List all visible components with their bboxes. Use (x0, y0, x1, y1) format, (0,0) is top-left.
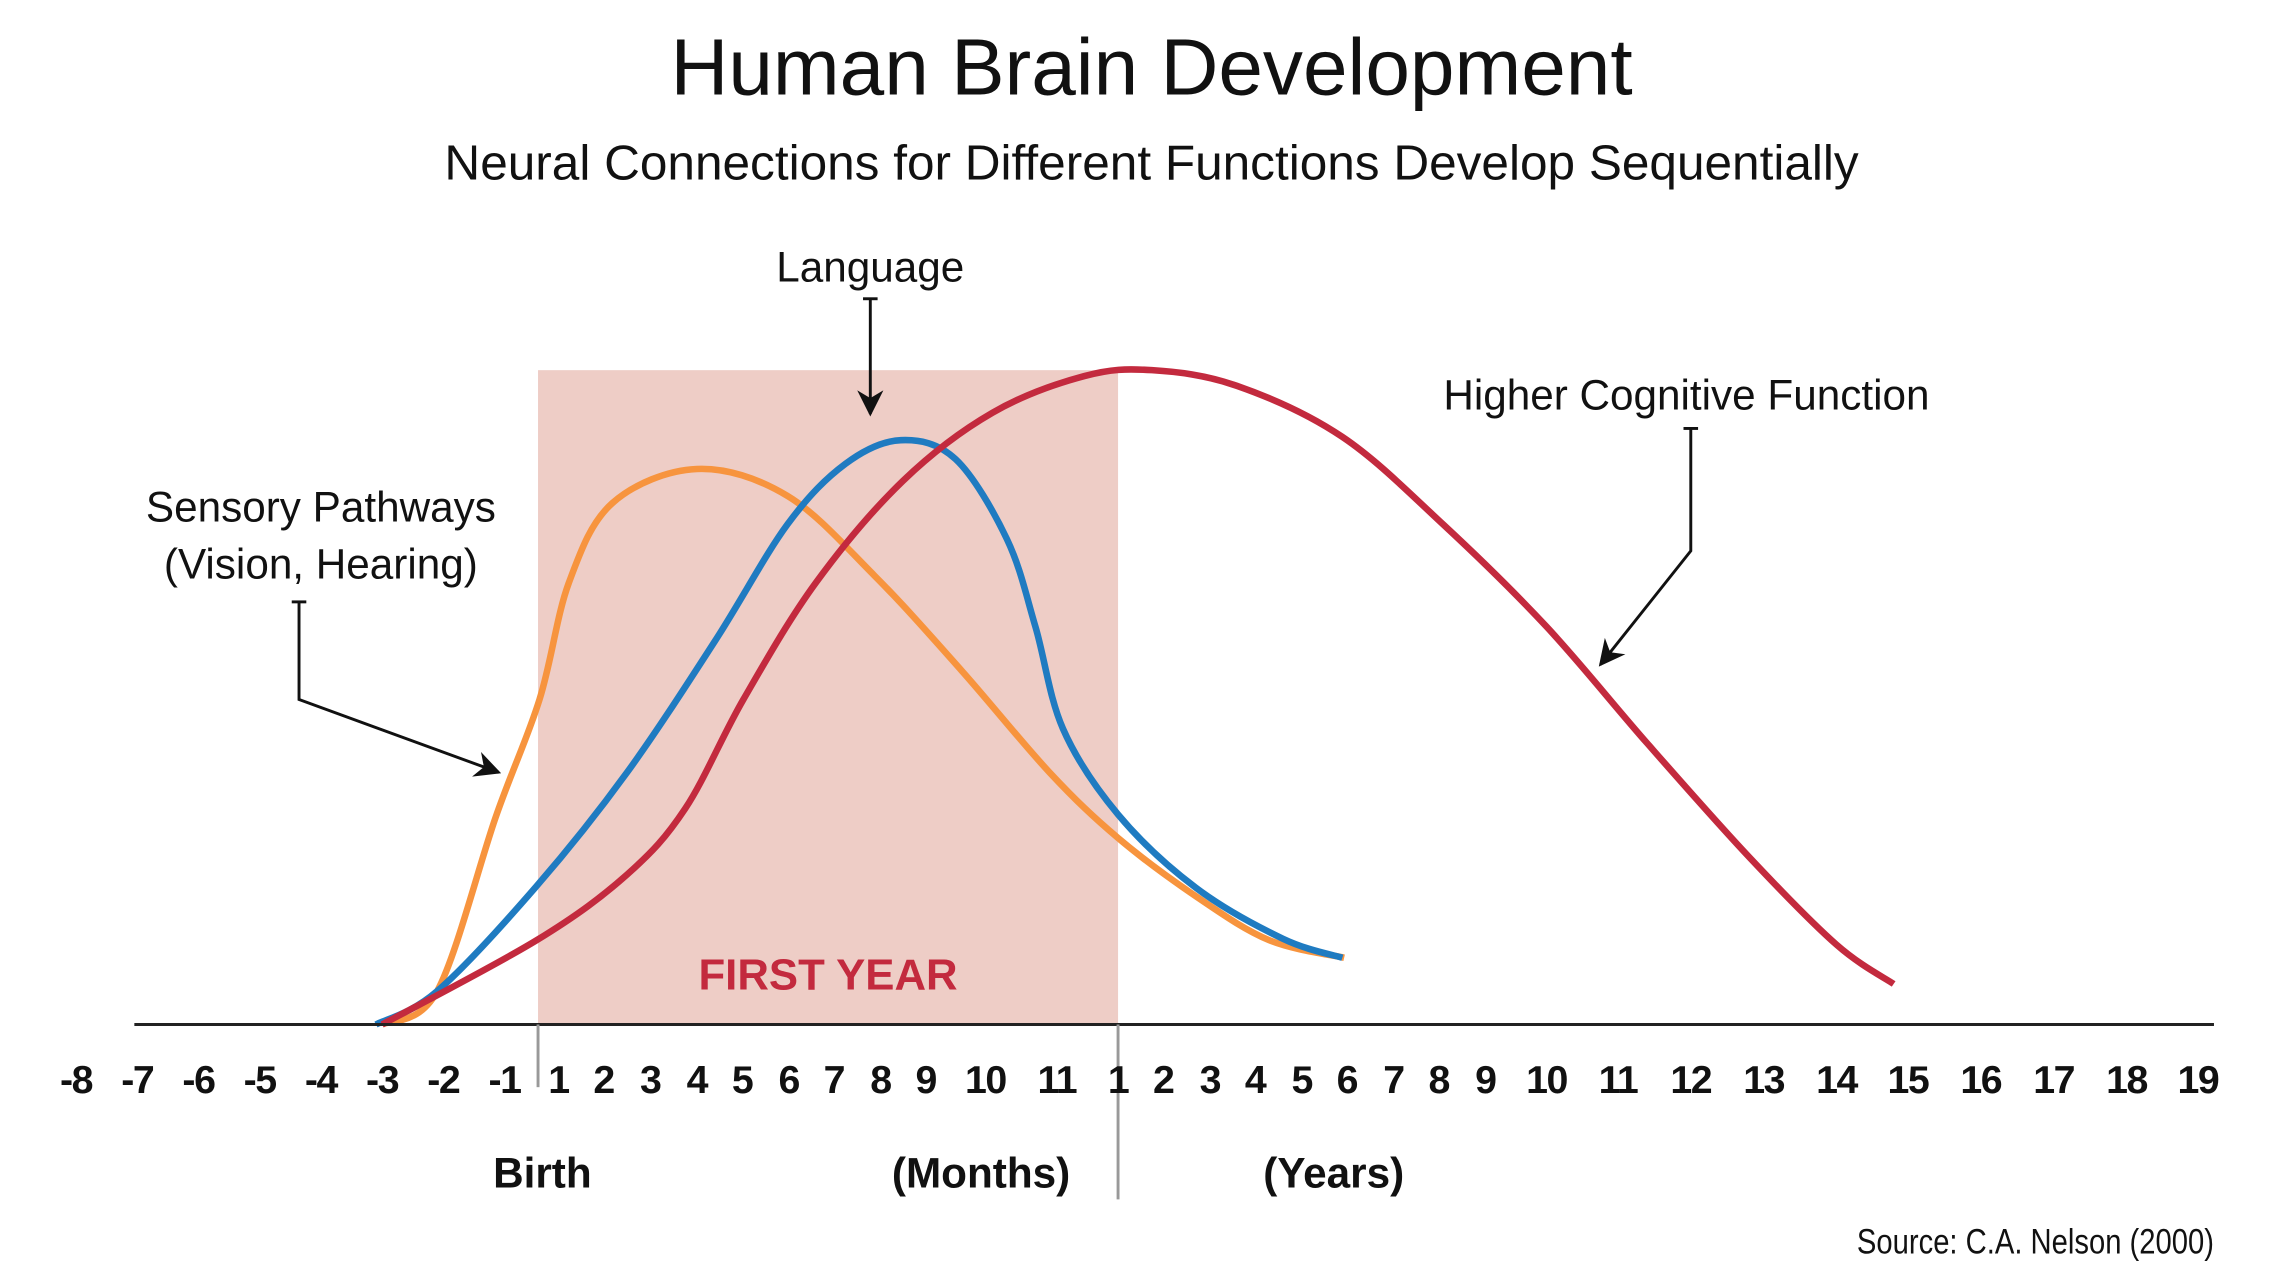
x-tick-label: 17 (2033, 1058, 2074, 1102)
x-tick-label: -6 (182, 1058, 215, 1102)
x-tick-label: 9 (1475, 1058, 1496, 1102)
x-tick-label: 8 (1428, 1058, 1449, 1102)
years-label: (Years) (1263, 1150, 1404, 1197)
x-tick-label: 10 (965, 1058, 1006, 1102)
x-tick-label: 13 (1743, 1058, 1784, 1102)
language-arrow (857, 297, 884, 417)
first-year-highlight (538, 370, 1119, 1025)
language-label: Language (776, 243, 964, 290)
x-tick-label: 1 (548, 1058, 569, 1102)
x-tick-label: 3 (1200, 1058, 1221, 1102)
higher-cognitive-line (380, 366, 1896, 1028)
x-tick-label: 1 (1108, 1058, 1129, 1102)
higher-cognitive-label: Higher Cognitive Function (1443, 372, 1929, 419)
sensory-arrow (291, 600, 502, 777)
x-tick-label: -5 (244, 1058, 277, 1102)
x-tick-label: 9 (915, 1058, 936, 1102)
birth-label: Birth (493, 1150, 592, 1197)
x-tick-label: 18 (2106, 1058, 2147, 1102)
x-tick-label: 4 (687, 1058, 709, 1102)
series-lines (374, 366, 1896, 1028)
months-label: (Months) (892, 1150, 1070, 1197)
x-tick-label: -1 (488, 1058, 521, 1102)
x-tick-label: 15 (1888, 1058, 1929, 1102)
x-tick-label: 6 (778, 1058, 799, 1102)
chart-title: Human Brain Development (670, 22, 1632, 112)
x-tick-label: -8 (60, 1058, 93, 1102)
x-tick-label: -4 (305, 1058, 339, 1102)
sensory-label-line1: Sensory Pathways (146, 484, 496, 531)
first-year-label: FIRST YEAR (698, 951, 957, 1000)
x-tick-label: 2 (1153, 1058, 1174, 1102)
x-tick-label: 5 (1291, 1058, 1312, 1102)
x-tick-labels: -8 -7 -6 -5 -4 -3 -2 -1 1 2 3 4 5 6 7 8 9 10 11 1 2 3 4 5 6 7 8 9 10… (60, 1058, 2220, 1102)
x-tick-label: 5 (732, 1058, 753, 1102)
x-tick-label: 19 (2178, 1058, 2219, 1102)
x-tick-label: 8 (870, 1058, 891, 1102)
source-note: Source: C.A. Nelson (2000) (1857, 1222, 2214, 1261)
x-tick-label: -3 (366, 1058, 399, 1102)
chart-subtitle: Neural Connections for Different Functio… (444, 135, 1858, 190)
x-tick-label: 2 (593, 1058, 614, 1102)
x-tick-label: -7 (121, 1058, 154, 1102)
x-tick-label: -2 (427, 1058, 460, 1102)
language-line (374, 436, 1344, 1028)
x-tick-label: 12 (1670, 1058, 1711, 1102)
x-tick-label: 11 (1038, 1058, 1077, 1102)
x-tick-label: 6 (1337, 1058, 1358, 1102)
x-tick-label: 7 (824, 1058, 845, 1102)
higher-cognitive-arrow (1598, 427, 1699, 667)
x-tick-label: 7 (1383, 1058, 1404, 1102)
x-tick-label: 14 (1816, 1058, 1858, 1102)
x-tick-label: 3 (640, 1058, 661, 1102)
x-tick-label: 10 (1526, 1058, 1567, 1102)
x-tick-label: 16 (1960, 1058, 2001, 1102)
x-tick-label: 11 (1599, 1058, 1638, 1102)
sensory-pathways-line (380, 465, 1345, 1028)
sensory-label-line2: (Vision, Hearing) (164, 541, 478, 588)
x-tick-label: 4 (1245, 1058, 1267, 1102)
